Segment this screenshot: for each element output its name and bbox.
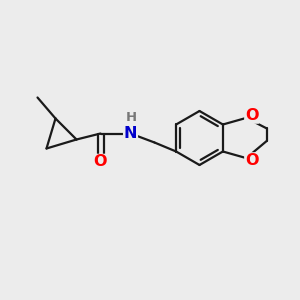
- Text: O: O: [245, 153, 258, 168]
- Text: O: O: [94, 154, 107, 169]
- Text: O: O: [245, 108, 258, 123]
- Text: H: H: [125, 111, 137, 124]
- Text: N: N: [124, 126, 137, 141]
